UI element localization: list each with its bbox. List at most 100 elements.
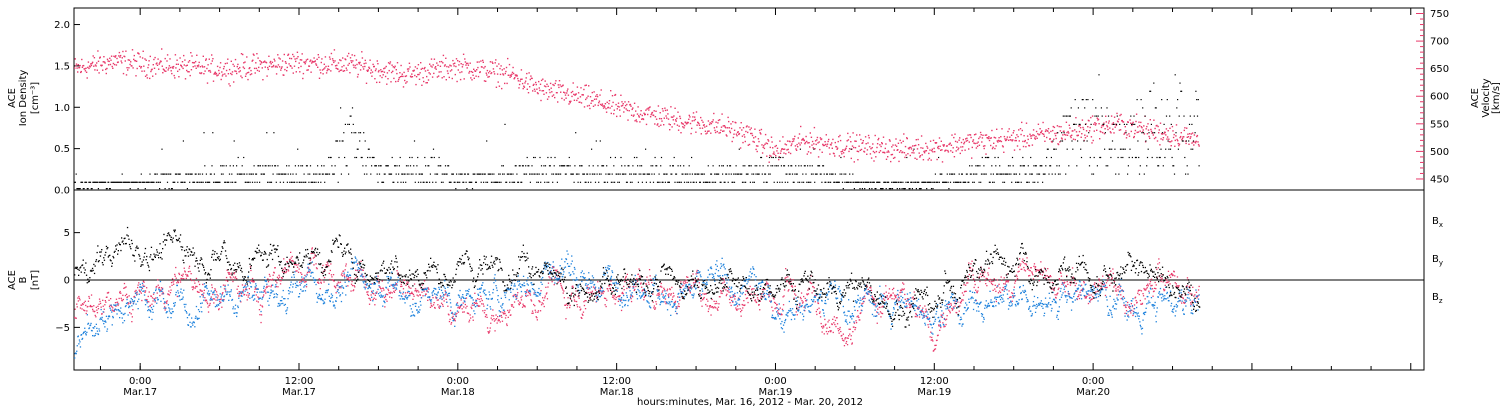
density-point — [1005, 173, 1007, 175]
velocity-point — [757, 145, 759, 147]
density-point — [382, 181, 384, 183]
density-point — [1054, 173, 1056, 175]
velocity-point — [452, 63, 455, 65]
bz-point — [597, 281, 599, 283]
velocity-point — [245, 73, 247, 75]
density-point — [672, 165, 674, 167]
velocity-point — [149, 77, 151, 80]
density-point — [780, 156, 782, 159]
bz-point — [468, 319, 471, 321]
velocity-point — [953, 156, 956, 158]
density-point — [792, 181, 794, 183]
bz-point — [526, 289, 528, 291]
velocity-point — [1169, 127, 1171, 129]
density-point — [327, 173, 329, 175]
density-point — [466, 188, 468, 190]
density-point — [868, 188, 871, 190]
bz-point — [825, 323, 827, 325]
velocity-point — [211, 54, 213, 56]
bz-point — [310, 252, 312, 255]
velocity-point — [1022, 140, 1024, 143]
bz-point — [816, 313, 818, 316]
velocity-point — [942, 144, 944, 146]
velocity-point — [287, 53, 290, 55]
bz-point — [861, 303, 863, 305]
density-point — [901, 188, 903, 190]
bz-point — [92, 310, 94, 312]
velocity-point — [329, 58, 331, 60]
bz-point — [633, 286, 635, 288]
bz-point — [197, 291, 199, 293]
bz-point — [497, 316, 499, 318]
bz-point — [811, 292, 813, 294]
velocity-point — [560, 91, 562, 93]
density-point — [737, 173, 740, 175]
density-point — [729, 165, 731, 167]
density-point — [627, 165, 629, 167]
bz-point — [578, 297, 580, 299]
bz-point — [854, 327, 857, 329]
bz-point — [521, 295, 523, 297]
bz-point — [187, 275, 189, 277]
density-point — [470, 181, 472, 183]
bz-point — [671, 286, 673, 289]
velocity-point — [904, 156, 906, 159]
density-point — [240, 173, 242, 175]
bz-point — [848, 335, 850, 337]
bz-point — [294, 263, 296, 266]
velocity-point — [218, 72, 221, 75]
density-point — [112, 181, 115, 183]
bz-point — [605, 297, 607, 300]
density-point — [710, 173, 712, 175]
velocity-point — [557, 84, 559, 86]
density-point — [259, 165, 261, 167]
bz-point — [198, 283, 201, 286]
velocity-point — [248, 67, 250, 70]
bz-point — [436, 299, 438, 301]
velocity-point — [250, 73, 253, 75]
bz-point — [283, 271, 285, 274]
density-point — [1018, 181, 1020, 183]
density-point — [558, 173, 560, 175]
velocity-point — [395, 69, 397, 71]
bz-point — [354, 286, 356, 288]
velocity-point — [407, 70, 409, 72]
density-point — [236, 173, 238, 175]
velocity-point — [682, 123, 685, 125]
bz-point — [202, 294, 204, 297]
bz-point — [231, 278, 234, 281]
density-point — [240, 173, 242, 175]
velocity-point — [1054, 134, 1057, 137]
bz-point — [624, 278, 626, 280]
bz-point — [698, 282, 700, 284]
bz-point — [595, 301, 597, 303]
bz-point — [844, 338, 846, 340]
velocity-point — [653, 110, 655, 112]
density-point — [597, 165, 599, 167]
velocity-point — [760, 128, 763, 131]
density-point — [990, 173, 992, 175]
velocity-point — [544, 80, 546, 82]
velocity-point — [523, 85, 525, 87]
bz-point — [682, 285, 684, 287]
bz-point — [258, 309, 261, 311]
bz-point — [708, 305, 711, 307]
velocity-point — [954, 133, 956, 135]
velocity-point — [191, 61, 194, 64]
velocity-point — [1096, 129, 1098, 131]
density-point — [670, 173, 672, 175]
velocity-point — [93, 65, 95, 67]
density-point — [709, 181, 711, 183]
velocity-point — [171, 72, 173, 75]
bz-point — [908, 303, 910, 305]
bz-point — [925, 310, 928, 312]
density-point — [783, 165, 786, 167]
velocity-point — [272, 64, 275, 67]
velocity-point — [809, 146, 811, 148]
velocity-point — [838, 155, 841, 157]
bz-point — [853, 326, 855, 328]
bz-point — [150, 295, 153, 297]
bz-point — [330, 274, 333, 276]
density-point — [718, 173, 720, 175]
density-point — [1026, 181, 1028, 183]
